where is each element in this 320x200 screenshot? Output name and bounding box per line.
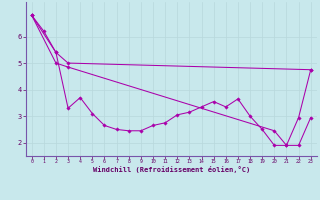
X-axis label: Windchill (Refroidissement éolien,°C): Windchill (Refroidissement éolien,°C) [92, 166, 250, 173]
